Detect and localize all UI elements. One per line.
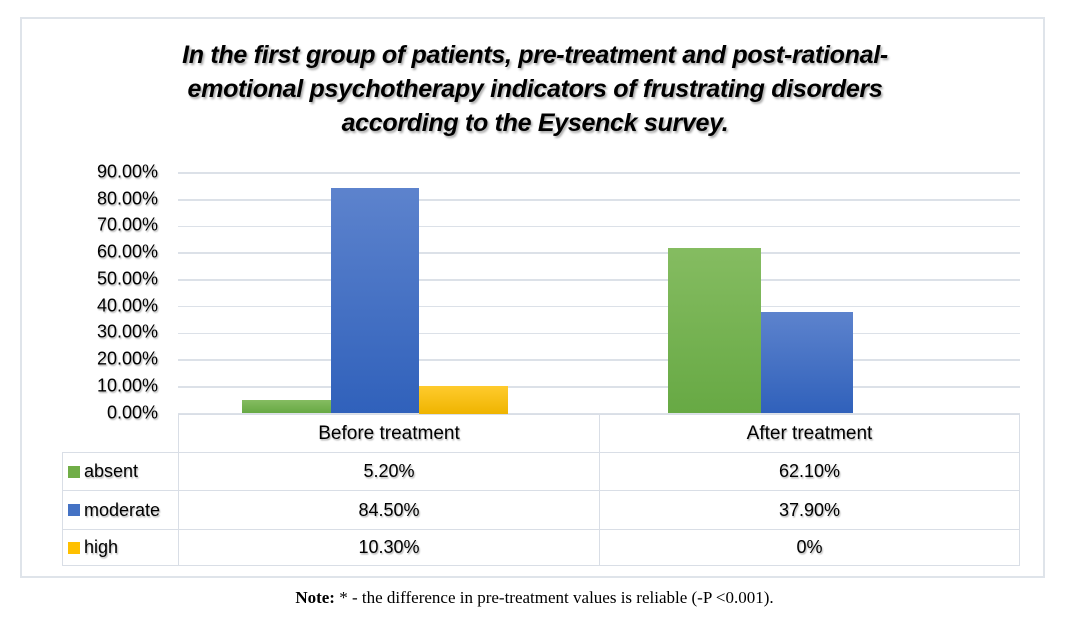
y-axis-tick-label: 80.00%	[96, 188, 158, 209]
gridline	[178, 412, 1020, 415]
cell-high-after: 0%	[599, 529, 1020, 566]
y-axis-tick-label: 0.00%	[106, 401, 158, 422]
bar-absent-before-treatment	[242, 399, 331, 414]
gridline	[178, 172, 1020, 174]
legend-marker-absent-icon	[68, 465, 80, 478]
gridline	[178, 279, 1020, 281]
y-axis-tick-label: 50.00%	[96, 268, 158, 289]
legend-label-high: high	[84, 537, 119, 557]
footnote-label: Note:	[295, 588, 335, 607]
cell-high-before: 10.30%	[178, 529, 599, 566]
y-axis-tick-label: 60.00%	[96, 241, 158, 262]
y-axis-tick-label: 30.00%	[96, 321, 158, 342]
legend-label-moderate: moderate	[84, 499, 161, 520]
column-header-after-treatment: After treatment	[599, 414, 1020, 452]
cell-absent-after: 62.10%	[599, 452, 1020, 490]
chart-title-line-1: In the first group of patients, pre-trea…	[182, 41, 888, 69]
chart-title-line-3: according to the Eysenck survey.	[341, 109, 729, 137]
legend-label-absent: absent	[84, 461, 139, 481]
cell-moderate-before: 84.50%	[178, 490, 599, 529]
legend-item-moderate: moderate	[62, 490, 178, 529]
gridline	[178, 332, 1020, 335]
bar-high-before-treatment	[419, 386, 509, 414]
chart-title-line-2: emotional psychotherapy indicators of fr…	[187, 75, 883, 103]
gridline	[178, 252, 1020, 254]
y-axis-tick-label: 90.00%	[96, 161, 158, 182]
y-axis-tick-label: 70.00%	[96, 214, 158, 235]
bar-moderate-before-treatment	[330, 187, 420, 414]
chart-title: In the first group of patients, pre-trea…	[90, 38, 980, 140]
gridline	[178, 359, 1020, 361]
y-axis-tick-label: 40.00%	[96, 295, 158, 316]
bar-moderate-after-treatment	[760, 312, 854, 414]
gridline	[178, 225, 1020, 228]
footnote: Note: * - the difference in pre-treatmen…	[0, 588, 1069, 608]
y-axis-tick-label: 20.00%	[96, 348, 158, 369]
cell-absent-before: 5.20%	[178, 452, 599, 490]
gridline	[178, 199, 1020, 201]
data-table: Before treatment After treatment absent …	[62, 414, 1020, 566]
footnote-text: * - the difference in pre-treatment valu…	[334, 588, 774, 607]
y-axis-tick-label: 10.00%	[96, 375, 158, 396]
legend-marker-moderate-icon	[68, 504, 80, 516]
legend-item-absent: absent	[62, 452, 178, 490]
chart-frame	[20, 17, 1045, 578]
gridline	[178, 305, 1020, 308]
gridline	[178, 386, 1020, 388]
table-corner-cell	[62, 414, 178, 452]
bar-absent-after-treatment	[668, 247, 761, 414]
column-header-before-treatment: Before treatment	[178, 414, 599, 452]
cell-moderate-after: 37.90%	[599, 490, 1020, 529]
legend-marker-high-icon	[68, 541, 80, 554]
legend-item-high: high	[62, 529, 178, 566]
